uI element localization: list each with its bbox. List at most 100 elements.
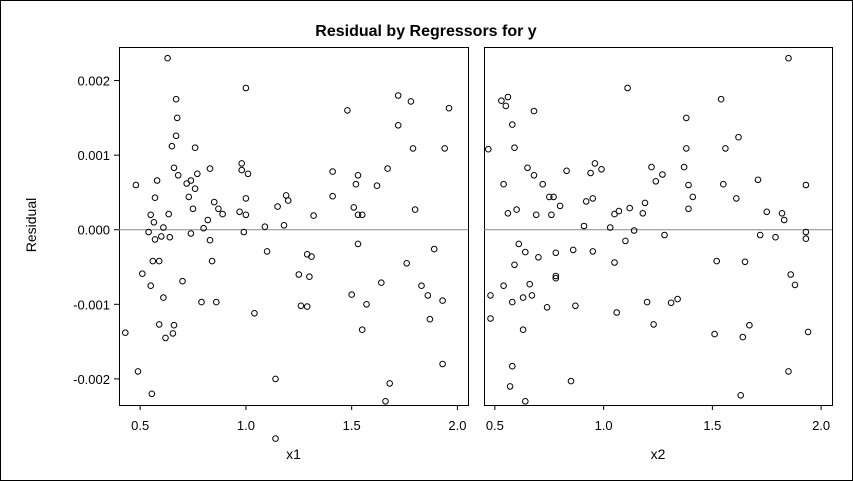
scatter-point xyxy=(739,333,747,341)
scatter-point xyxy=(213,298,220,306)
scatter-point xyxy=(139,270,146,278)
scatter-point xyxy=(528,292,536,299)
scatter-point xyxy=(802,235,810,242)
scatter-point xyxy=(552,249,560,257)
scatter-point xyxy=(487,292,494,299)
y-tick-label: -0.001 xyxy=(73,297,110,312)
scatter-point xyxy=(165,210,172,218)
scatter-point xyxy=(430,245,438,253)
scatter-point xyxy=(685,181,692,189)
scatter-point xyxy=(500,180,507,188)
scatter-point xyxy=(394,92,402,99)
scatter-point xyxy=(189,205,197,213)
scatter-point xyxy=(552,272,560,280)
scatter-point xyxy=(445,104,453,112)
scatter-point xyxy=(504,210,512,217)
scatter-point xyxy=(166,233,174,241)
scatter-point xyxy=(509,298,516,306)
scatter-point xyxy=(306,273,313,281)
scatter-point xyxy=(263,248,271,255)
scatter-point xyxy=(354,172,362,179)
scatter-point xyxy=(198,298,205,306)
scatter-point xyxy=(641,199,649,207)
scatter-point xyxy=(763,208,771,216)
scatter-point xyxy=(172,132,180,140)
scatter-point xyxy=(548,211,555,219)
scatter-point xyxy=(169,330,177,337)
scatter-point xyxy=(643,298,651,306)
scatter-point xyxy=(746,321,753,329)
scatter-point xyxy=(659,171,666,178)
scatter-point xyxy=(236,208,243,216)
scatter-point xyxy=(778,210,786,217)
scatter-point xyxy=(524,164,531,172)
scatter-point xyxy=(363,301,370,308)
scatter-point xyxy=(210,198,218,206)
scatter-point xyxy=(439,297,446,304)
scatter-point xyxy=(215,205,222,213)
scatter-point xyxy=(147,282,154,290)
scatter-point xyxy=(158,233,165,240)
scatter-point xyxy=(160,224,167,231)
scatter-point xyxy=(785,368,792,375)
scatter-point xyxy=(552,274,560,282)
scatter-point xyxy=(242,195,250,202)
scatter-point xyxy=(550,193,557,201)
scatter-point xyxy=(754,176,762,184)
scatter-point xyxy=(191,144,199,151)
scatter-point xyxy=(791,281,799,289)
scatter-point xyxy=(689,193,697,201)
scatter-point xyxy=(802,228,810,236)
scatter-point xyxy=(713,257,721,265)
scatter-point xyxy=(145,228,152,236)
scatter-point xyxy=(661,231,668,239)
scatter-point xyxy=(149,257,157,265)
scatter-point xyxy=(513,206,520,213)
scatter-point xyxy=(122,329,129,337)
scatter-point xyxy=(170,164,178,172)
scatter-point xyxy=(630,227,638,234)
scatter-point xyxy=(717,95,725,103)
scatter-point xyxy=(153,177,161,184)
scatter-point xyxy=(530,107,538,115)
scatter-point xyxy=(611,259,618,266)
scatter-point xyxy=(515,240,523,248)
y-tick-label: 0.001 xyxy=(77,148,110,163)
scatter-point xyxy=(272,435,279,442)
x-tick-label: 1.0 xyxy=(237,418,255,433)
scatter-point xyxy=(680,163,688,171)
scatter-point xyxy=(543,304,551,311)
scatter-point xyxy=(756,231,764,239)
scatter-point xyxy=(183,180,190,187)
scatter-point xyxy=(498,97,505,104)
scatter-point xyxy=(272,375,279,383)
scatter-point xyxy=(546,193,553,201)
scatter-point xyxy=(780,216,788,224)
panel-frame xyxy=(484,47,833,406)
scatter-point xyxy=(179,277,186,285)
scatter-point xyxy=(804,328,812,336)
y-axis-label: Residual xyxy=(23,198,39,252)
scatter-point xyxy=(329,168,336,175)
y-tick-label: 0.002 xyxy=(77,74,110,89)
scatter-point xyxy=(535,253,542,261)
scatter-point xyxy=(487,315,494,322)
x-tick-label: 0.5 xyxy=(131,418,149,433)
scatter-point xyxy=(134,368,142,375)
scatter-point xyxy=(711,330,718,338)
scatter-point xyxy=(639,210,647,217)
scatter-point xyxy=(650,321,657,328)
scatter-point xyxy=(511,144,518,151)
scatter-point xyxy=(242,211,250,219)
scatter-point xyxy=(303,303,311,310)
scatter-point xyxy=(589,195,597,202)
panel-frame xyxy=(119,47,469,406)
x-axis-label: x2 xyxy=(651,446,666,462)
scatter-point xyxy=(382,398,389,405)
scatter-point xyxy=(418,282,425,290)
scatter-point xyxy=(735,133,742,141)
scatter-point xyxy=(519,326,527,334)
scatter-point xyxy=(580,222,588,230)
scatter-point xyxy=(200,224,207,232)
scatter-point xyxy=(509,362,516,370)
